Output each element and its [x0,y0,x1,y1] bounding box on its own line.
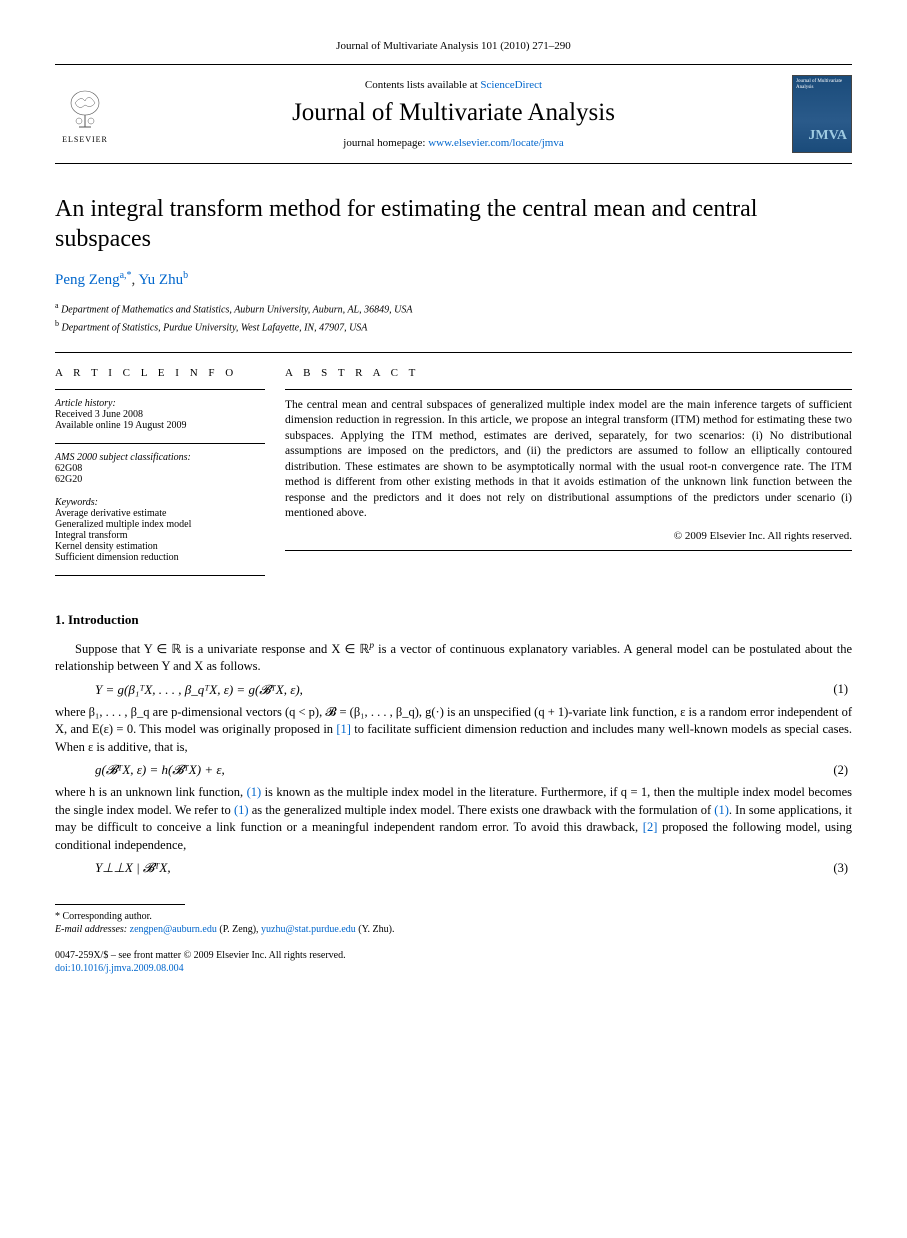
contents-prefix: Contents lists available at [365,79,480,91]
abstract-copyright: © 2009 Elsevier Inc. All rights reserved… [285,530,852,542]
cover-abbrev: JMVA [808,128,847,144]
section-1-heading: 1. Introduction [55,612,852,628]
keyword-4: Kernel density estimation [55,541,265,552]
email-2-who: (Y. Zhu). [356,924,395,935]
header-center: Contents lists available at ScienceDirec… [115,79,792,149]
email-addresses-line: E-mail addresses: zengpen@auburn.edu (P.… [55,924,852,935]
history-label: Article history: [55,398,265,409]
email-1-who: (P. Zeng), [217,924,261,935]
header-citation: Journal of Multivariate Analysis 101 (20… [55,40,852,52]
corresponding-author-note: * Corresponding author. [55,911,852,922]
journal-homepage-link[interactable]: www.elsevier.com/locate/jmva [428,137,564,149]
ams-code-1: 62G08 [55,463,265,474]
ams-label: AMS 2000 subject classifications: [55,452,265,463]
history-received: Received 3 June 2008 [55,409,265,420]
info-abstract-row: A R T I C L E I N F O Article history: R… [55,352,852,584]
doi-value: 10.1016/j.jmva.2009.08.004 [71,963,184,974]
email-link-2[interactable]: yuzhu@stat.purdue.edu [261,924,356,935]
p3-text-a: where h is an unknown link function, [55,785,247,799]
equation-1-row: Y = g(β₁ᵀX, . . . , β_qᵀX, ε) = g(𝓑ᵀX, ε… [95,682,852,698]
equation-3-row: Y⊥⊥X | 𝓑ᵀX, (3) [95,860,852,876]
contents-available-line: Contents lists available at ScienceDirec… [115,79,792,91]
intro-paragraph-2: where β₁, . . . , β_q are p-dimensional … [55,704,852,757]
bottom-meta: 0047-259X/$ – see front matter © 2009 El… [55,949,852,975]
publisher-name: ELSEVIER [62,135,108,144]
p1-text-a: Suppose that Y ∈ ℝ is a univariate respo… [75,642,369,656]
elsevier-logo: ELSEVIER [55,85,115,144]
email-link-1[interactable]: zengpen@auburn.edu [130,924,217,935]
article-title: An integral transform method for estimat… [55,194,852,254]
doi-link[interactable]: doi:10.1016/j.jmva.2009.08.004 [55,963,184,974]
eq-ref-1b[interactable]: (1) [234,803,249,817]
abstract-column: A B S T R A C T The central mean and cen… [285,367,852,584]
article-info-column: A R T I C L E I N F O Article history: R… [55,367,285,584]
journal-cover-thumbnail: Journal of Multivariate Analysis JMVA [792,75,852,153]
cover-small-title: Journal of Multivariate Analysis [796,79,848,90]
doi-prefix: doi: [55,963,71,974]
keyword-1: Average derivative estimate [55,508,265,519]
reference-link-2[interactable]: [2] [643,820,658,834]
affiliation-a-text: Department of Mathematics and Statistics… [61,304,412,315]
affiliation-b: b Department of Statistics, Purdue Unive… [55,319,852,333]
homepage-prefix: journal homepage: [343,137,428,149]
equation-1-number: (1) [833,682,852,697]
ams-block: AMS 2000 subject classifications: 62G08 … [55,452,265,485]
journal-name: Journal of Multivariate Analysis [115,99,792,127]
sciencedirect-link[interactable]: ScienceDirect [480,79,542,91]
keyword-5: Sufficient dimension reduction [55,552,265,563]
author-link-2[interactable]: Yu Zhu [138,272,183,288]
equation-2: g(𝓑ᵀX, ε) = h(𝓑ᵀX) + ε, [95,762,833,778]
equation-3: Y⊥⊥X | 𝓑ᵀX, [95,860,833,876]
equation-2-number: (2) [833,763,852,778]
eq-ref-1c[interactable]: (1) [714,803,729,817]
abstract-heading: A B S T R A C T [285,367,852,379]
history-online: Available online 19 August 2009 [55,420,265,431]
article-info-heading: A R T I C L E I N F O [55,367,265,379]
article-history-block: Article history: Received 3 June 2008 Av… [55,398,265,431]
header-box: ELSEVIER Contents lists available at Sci… [55,64,852,164]
p3-text-c: as the generalized multiple index model.… [249,803,715,817]
email-label: E-mail addresses: [55,924,130,935]
keywords-block: Keywords: Average derivative estimate Ge… [55,497,265,563]
equation-1: Y = g(β₁ᵀX, . . . , β_qᵀX, ε) = g(𝓑ᵀX, ε… [95,682,833,698]
keywords-label: Keywords: [55,497,265,508]
issn-line: 0047-259X/$ – see front matter © 2009 El… [55,949,852,962]
keyword-2: Generalized multiple index model [55,519,265,530]
homepage-line: journal homepage: www.elsevier.com/locat… [115,137,792,149]
ams-code-2: 62G20 [55,474,265,485]
author-1-sup: a,* [120,270,132,281]
reference-link-1[interactable]: [1] [336,722,351,736]
equation-2-row: g(𝓑ᵀX, ε) = h(𝓑ᵀX) + ε, (2) [95,762,852,778]
author-link-1[interactable]: Peng Zeng [55,272,120,288]
affiliation-b-text: Department of Statistics, Purdue Univers… [62,323,368,334]
intro-paragraph-3: where h is an unknown link function, (1)… [55,784,852,854]
abstract-text: The central mean and central subspaces o… [285,398,852,522]
doi-line: doi:10.1016/j.jmva.2009.08.004 [55,962,852,975]
author-list: Peng Zenga,*, Yu Zhub [55,270,852,289]
equation-3-number: (3) [833,861,852,876]
eq-ref-1a[interactable]: (1) [247,785,262,799]
keyword-3: Integral transform [55,530,265,541]
author-2-sup: b [183,270,188,281]
footnote-rule [55,904,185,905]
affiliation-a: a Department of Mathematics and Statisti… [55,301,852,315]
intro-paragraph-1: Suppose that Y ∈ ℝ is a univariate respo… [55,640,852,676]
elsevier-tree-icon [61,85,109,133]
